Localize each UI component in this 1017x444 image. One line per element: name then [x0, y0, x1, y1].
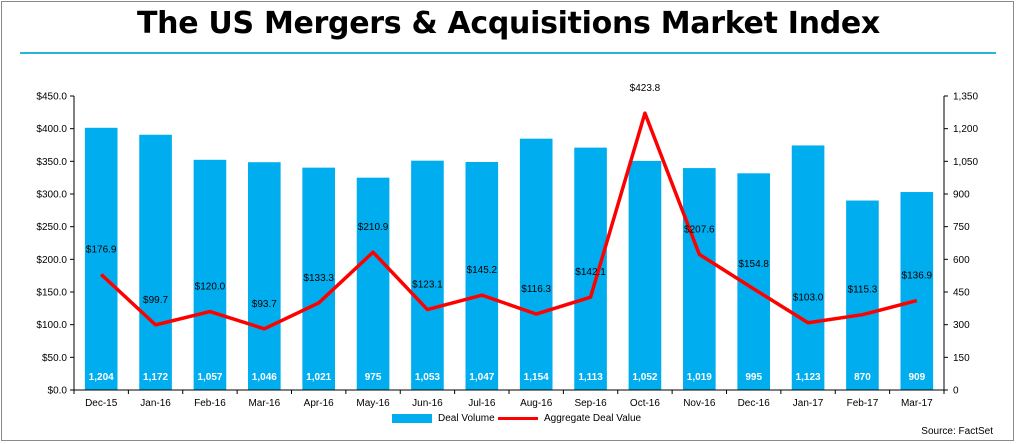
bar-data-label: 1,052	[632, 372, 657, 383]
bar-deal-volume	[791, 145, 825, 390]
line-data-label: $115.3	[848, 285, 878, 296]
bar-data-label: 1,021	[306, 372, 331, 383]
bar-data-label: 1,057	[197, 372, 222, 383]
source-note: Source: FactSet	[921, 426, 993, 437]
left-axis-tick-label: $400.0	[36, 124, 67, 135]
bar-deal-volume	[465, 161, 499, 390]
bar-data-label: 975	[365, 372, 382, 383]
bar-data-label: 909	[908, 372, 925, 383]
line-data-label: $142.1	[575, 267, 606, 278]
bar-deal-volume	[193, 159, 227, 390]
x-axis-tick-label: Mar-17	[901, 398, 933, 409]
legend-item-deal-volume: Deal Volume	[392, 413, 495, 424]
bar-data-label: 1,047	[469, 372, 494, 383]
bar-deal-volume	[683, 168, 716, 390]
left-axis-tick-label: $250.0	[36, 222, 67, 233]
bar-deal-volume	[846, 200, 879, 390]
bar-deal-volume	[900, 192, 934, 390]
legend-swatch-line	[498, 417, 538, 420]
right-axis-tick-label: 450	[953, 288, 970, 299]
bar-deal-volume	[411, 160, 444, 390]
x-axis-tick-label: Apr-16	[304, 398, 334, 409]
line-data-label: $145.2	[467, 265, 498, 276]
x-axis-tick-label: Aug-16	[520, 398, 553, 409]
left-axis-tick-label: $350.0	[36, 157, 67, 168]
x-axis-tick-label: Feb-17	[847, 398, 879, 409]
bar-deal-volume	[574, 147, 607, 390]
bar-deal-volume	[628, 160, 662, 390]
bar-data-label: 1,113	[578, 372, 603, 383]
left-axis-tick-label: $50.0	[42, 353, 67, 364]
bar-data-label: 1,154	[524, 372, 549, 383]
x-axis-tick-label: Oct-16	[630, 398, 660, 409]
bar-deal-volume	[248, 162, 281, 390]
line-data-label: $120.0	[195, 282, 226, 293]
line-data-label: $103.0	[793, 293, 824, 304]
bar-data-label: 1,204	[89, 372, 114, 383]
x-axis-tick-label: Sep-16	[574, 398, 607, 409]
x-axis-tick-label: Jul-16	[468, 398, 496, 409]
title-underline	[20, 52, 996, 54]
right-axis-tick-label: 1,350	[953, 92, 978, 103]
line-data-label: $133.3	[303, 273, 334, 284]
bar-data-label: 995	[745, 372, 762, 383]
legend-item-aggregate-deal-value: Aggregate Deal Value	[498, 413, 641, 424]
bar-deal-volume	[519, 138, 553, 390]
bar-data-label: 1,123	[796, 372, 821, 383]
right-axis-tick-label: 1,200	[953, 124, 978, 135]
left-axis-tick-label: $0.0	[48, 386, 68, 397]
line-data-label: $210.9	[358, 222, 389, 233]
bar-data-label: 870	[854, 372, 871, 383]
line-data-label: $207.6	[684, 224, 715, 235]
x-axis-tick-label: Dec-15	[85, 398, 118, 409]
line-data-label: $154.8	[738, 259, 769, 270]
line-data-label: $99.7	[143, 295, 168, 306]
bar-deal-volume	[356, 177, 390, 390]
left-axis-tick-label: $300.0	[36, 190, 67, 201]
right-axis-tick-label: 150	[953, 353, 970, 364]
line-data-label: $116.3	[521, 284, 551, 295]
line-data-label: $136.9	[902, 271, 933, 282]
right-axis-tick-label: 0	[953, 386, 959, 397]
x-axis-tick-label: Jun-16	[412, 398, 443, 409]
line-data-label: $93.7	[252, 299, 277, 310]
right-axis-tick-label: 300	[953, 320, 970, 331]
line-aggregate-deal-value	[99, 111, 918, 331]
right-axis-tick-label: 600	[953, 255, 970, 266]
left-axis-tick-label: $150.0	[36, 288, 67, 299]
chart-title: The US Mergers & Acquisitions Market Ind…	[137, 6, 880, 41]
left-axis-tick-label: $200.0	[36, 255, 67, 266]
x-axis-tick-label: Feb-16	[194, 398, 226, 409]
line-data-label: $423.8	[630, 83, 661, 94]
legend-swatch-bar	[392, 414, 432, 423]
bar-deal-volume	[139, 134, 172, 390]
bar-data-label: 1,019	[687, 372, 712, 383]
left-axis-tick-label: $450.0	[36, 92, 67, 103]
x-axis-tick-label: May-16	[356, 398, 390, 409]
bar-data-label: 1,172	[143, 372, 168, 383]
right-axis-tick-label: 750	[953, 222, 970, 233]
bar-deal-volume	[84, 127, 118, 390]
line-data-label: $176.9	[86, 244, 117, 255]
legend-label-deal-volume: Deal Volume	[438, 413, 495, 424]
bar-data-label: 1,046	[252, 372, 277, 383]
right-axis-tick-label: 900	[953, 190, 970, 201]
x-axis-tick-label: Nov-16	[683, 398, 716, 409]
line-data-label: $123.1	[412, 280, 443, 291]
x-axis-tick-label: Dec-16	[738, 398, 771, 409]
x-axis-tick-label: Jan-17	[793, 398, 824, 409]
bar-deal-volume	[302, 167, 335, 390]
x-axis-tick-label: Jan-16	[140, 398, 171, 409]
bar-data-label: 1,053	[415, 372, 440, 383]
x-axis-tick-label: Mar-16	[248, 398, 280, 409]
right-axis-tick-label: 1,050	[953, 157, 978, 168]
legend-label-aggregate-deal-value: Aggregate Deal Value	[544, 413, 642, 424]
left-axis-tick-label: $100.0	[36, 320, 67, 331]
